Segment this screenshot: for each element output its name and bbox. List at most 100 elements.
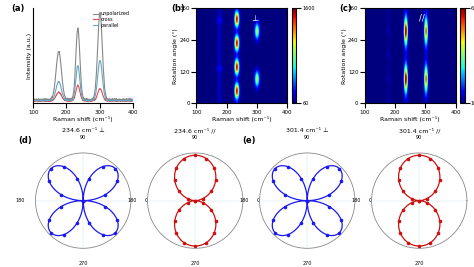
Point <box>199 197 207 201</box>
Point <box>85 176 93 181</box>
Text: (e): (e) <box>242 136 256 145</box>
parallel <box>97 59 103 62</box>
Point <box>303 198 311 203</box>
Y-axis label: Intensity (a.u.): Intensity (a.u.) <box>27 33 32 79</box>
Point <box>310 176 317 181</box>
Point <box>271 166 279 171</box>
unpolarized <box>75 29 81 32</box>
Point <box>269 179 277 183</box>
Point <box>171 219 179 223</box>
Point <box>210 166 218 170</box>
Point <box>310 221 317 225</box>
parallel <box>87 100 92 103</box>
parallel <box>89 99 95 102</box>
Point <box>397 166 404 170</box>
Point <box>282 193 289 197</box>
parallel <box>75 65 81 68</box>
Point <box>101 204 109 209</box>
Legend: unpolarized, cross, parallel: unpolarized, cross, parallel <box>91 10 130 29</box>
Point <box>60 164 67 169</box>
Point <box>431 189 439 194</box>
Point <box>99 233 107 237</box>
Point <box>408 197 416 201</box>
Point <box>415 244 423 248</box>
unpolarized <box>97 11 103 14</box>
cross <box>89 99 95 103</box>
Title: 301.4 cm⁻¹ ⊥: 301.4 cm⁻¹ ⊥ <box>286 128 328 134</box>
cross <box>130 99 136 102</box>
Point <box>191 198 199 203</box>
cross <box>56 91 62 94</box>
Point <box>46 218 53 222</box>
Text: (b): (b) <box>171 4 185 13</box>
Point <box>434 166 442 170</box>
Line: parallel: parallel <box>33 60 133 101</box>
Point <box>73 221 81 225</box>
Point <box>337 179 345 183</box>
Point <box>175 189 183 194</box>
Point <box>210 231 218 235</box>
Title: 301.4 cm⁻¹ //: 301.4 cm⁻¹ // <box>399 128 440 134</box>
Text: ⊥: ⊥ <box>251 14 258 23</box>
Point <box>57 204 65 209</box>
Point <box>336 231 343 235</box>
Point <box>212 219 219 223</box>
Point <box>57 193 65 197</box>
unpolarized <box>106 97 111 101</box>
Point <box>80 198 87 203</box>
Point <box>323 164 331 169</box>
Point <box>427 240 434 245</box>
Point <box>395 219 402 223</box>
unpolarized <box>89 98 95 101</box>
Line: unpolarized: unpolarized <box>33 13 133 100</box>
parallel <box>97 59 103 62</box>
Text: //: // <box>419 14 425 23</box>
Point <box>191 244 199 248</box>
Point <box>191 198 199 203</box>
unpolarized <box>56 50 62 54</box>
Point <box>46 179 53 183</box>
Point <box>111 166 119 171</box>
Point <box>423 197 430 201</box>
Point <box>404 156 412 161</box>
Point <box>408 201 416 205</box>
Title: 234.6 cm⁻¹ //: 234.6 cm⁻¹ // <box>174 128 216 134</box>
cross <box>48 99 54 103</box>
Point <box>47 166 55 171</box>
cross <box>105 99 111 103</box>
Point <box>184 201 191 205</box>
Point <box>203 156 210 161</box>
Y-axis label: Rotation angle (°): Rotation angle (°) <box>173 28 178 84</box>
Point <box>436 219 444 223</box>
Point <box>325 204 333 209</box>
Point <box>400 208 407 212</box>
Text: (d): (d) <box>18 136 32 145</box>
Point <box>269 218 277 222</box>
Point <box>303 198 311 203</box>
Point <box>60 233 67 237</box>
Point <box>171 178 179 182</box>
Point <box>180 156 188 161</box>
Point <box>113 218 121 222</box>
parallel <box>130 99 136 102</box>
Point <box>284 164 292 169</box>
unpolarized <box>97 11 103 14</box>
unpolarized <box>130 98 136 101</box>
cross <box>30 99 36 103</box>
cross <box>114 100 119 103</box>
Point <box>303 198 311 203</box>
Point <box>336 166 343 171</box>
Point <box>80 198 87 203</box>
X-axis label: Raman shift (cm⁻¹): Raman shift (cm⁻¹) <box>53 116 113 122</box>
cross <box>97 87 103 90</box>
Point <box>101 193 109 197</box>
Point <box>397 231 404 235</box>
Line: cross: cross <box>33 85 133 101</box>
Point <box>325 193 333 197</box>
Point <box>436 178 444 182</box>
Point <box>395 178 402 182</box>
parallel <box>56 80 62 83</box>
X-axis label: Raman shift (cm⁻¹): Raman shift (cm⁻¹) <box>212 116 272 122</box>
Point <box>415 153 423 157</box>
Point <box>85 221 93 225</box>
